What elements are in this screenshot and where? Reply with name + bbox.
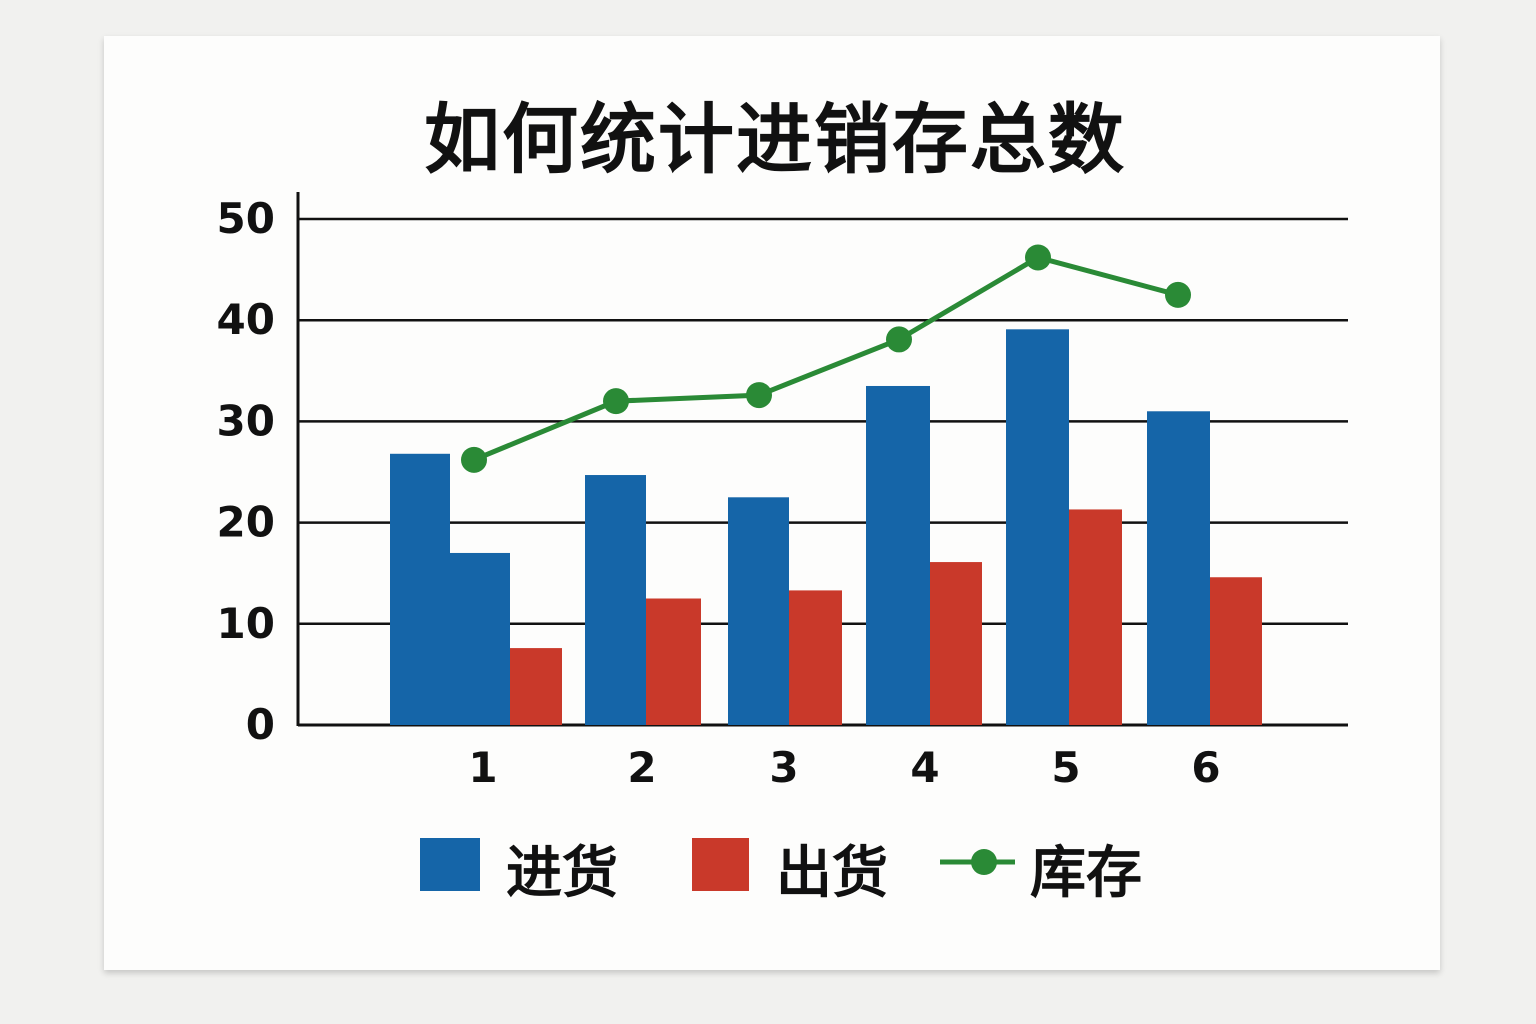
bar-jinhuo [866,385,930,725]
bar-jinhuo [1147,411,1210,725]
bar-chuhuo [646,598,701,725]
bar-jinhuo [728,497,789,725]
y-tick-label: 40 [217,295,275,344]
bar-jinhuo [585,475,646,725]
legend-swatch-jinhuo [420,838,480,891]
chart-title: 如何统计进销存总数 [424,95,1126,184]
legend-label-chuhuo: 出货 [776,841,888,906]
y-tick-label: 50 [217,194,275,243]
point-kucun [1025,244,1051,271]
point-kucun [461,446,487,473]
y-tick-label: 20 [217,498,275,547]
bar-chuhuo [510,648,562,725]
bar-chuhuo [789,590,842,725]
bar-jinhuo [1006,329,1069,725]
x-tick-label: 3 [769,743,798,792]
bar-chuhuo [1210,577,1262,725]
legend-swatch-chuhuo [692,838,749,891]
point-kucun [746,382,772,409]
point-kucun [886,326,912,353]
point-kucun [603,388,629,415]
bar-chuhuo [930,562,982,725]
point-kucun [1165,281,1191,308]
legend-label-kucun: 库存 [1030,841,1142,906]
x-tick-label: 5 [1051,743,1080,792]
bar-jinhuo [450,552,510,725]
line-kucun [473,254,1179,463]
y-tick-label: 10 [217,599,275,648]
bar-extra [390,453,450,725]
legend-marker-kucun [971,849,997,875]
y-tick-label: 0 [246,700,275,749]
bar-chuhuo [1069,509,1122,725]
x-tick-label: 2 [627,743,656,792]
legend-label-jinhuo: 进货 [506,841,618,906]
x-tick-label: 4 [910,743,939,792]
x-tick-label: 6 [1191,743,1220,792]
y-tick-label: 30 [217,396,275,445]
x-tick-label: 1 [468,743,497,792]
